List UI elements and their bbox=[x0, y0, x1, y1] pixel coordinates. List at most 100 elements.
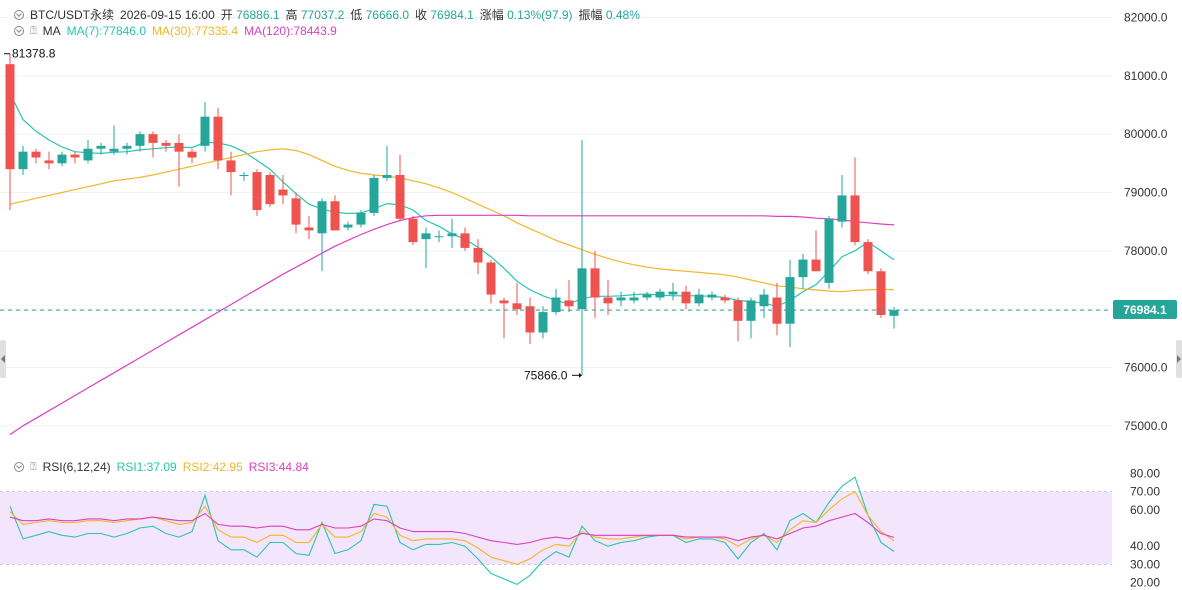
open-label: 开 bbox=[220, 8, 233, 22]
candle[interactable] bbox=[707, 291, 717, 301]
candle[interactable] bbox=[434, 230, 444, 243]
candle[interactable] bbox=[733, 297, 743, 342]
candle[interactable] bbox=[746, 297, 756, 339]
candle[interactable] bbox=[278, 175, 288, 205]
candle[interactable] bbox=[499, 297, 509, 339]
candle-body bbox=[798, 259, 808, 278]
candle[interactable] bbox=[603, 280, 613, 315]
candle-body bbox=[733, 300, 743, 321]
candle[interactable] bbox=[694, 288, 704, 307]
collapse-chevron-icon[interactable] bbox=[14, 26, 24, 36]
scroll-left-handle[interactable] bbox=[0, 340, 6, 378]
alarm-bell-icon[interactable]: ⍰ bbox=[30, 24, 37, 37]
candle[interactable] bbox=[590, 250, 600, 318]
candle-body bbox=[681, 291, 691, 304]
candle[interactable] bbox=[200, 102, 210, 152]
candle[interactable] bbox=[265, 172, 275, 208]
ma-legend: ⍰ MA MA(7):77846.0 MA(30):77335.4 MA(120… bbox=[14, 24, 337, 38]
candle-body bbox=[161, 142, 171, 146]
candle[interactable] bbox=[395, 154, 405, 222]
candle-body bbox=[603, 297, 613, 304]
candle[interactable] bbox=[187, 148, 197, 164]
candle[interactable] bbox=[330, 195, 340, 231]
candle-body bbox=[31, 151, 41, 158]
candle[interactable] bbox=[447, 218, 457, 248]
candle[interactable] bbox=[317, 198, 327, 272]
candle[interactable] bbox=[356, 210, 366, 228]
candle[interactable] bbox=[889, 306, 899, 329]
candle[interactable] bbox=[5, 53, 15, 210]
candle[interactable] bbox=[538, 306, 548, 339]
candle[interactable] bbox=[18, 145, 28, 175]
candle[interactable] bbox=[213, 107, 223, 170]
candle[interactable] bbox=[525, 297, 535, 345]
candle[interactable] bbox=[837, 175, 847, 228]
price-tick-label-1: 81000.0 bbox=[1124, 69, 1168, 83]
candle-body bbox=[694, 294, 704, 304]
candle[interactable] bbox=[70, 151, 80, 164]
candle[interactable] bbox=[473, 239, 483, 275]
candle[interactable] bbox=[382, 145, 392, 181]
candle[interactable] bbox=[577, 140, 587, 376]
candle[interactable] bbox=[811, 230, 821, 272]
candle[interactable] bbox=[421, 227, 431, 269]
candle[interactable] bbox=[798, 253, 808, 289]
ma30-value: MA(30):77335.4 bbox=[152, 24, 239, 38]
candle[interactable] bbox=[720, 294, 730, 304]
scroll-right-handle[interactable] bbox=[1176, 340, 1182, 378]
candle[interactable] bbox=[668, 282, 678, 301]
candle[interactable] bbox=[109, 125, 119, 155]
candle[interactable] bbox=[96, 142, 106, 155]
candle[interactable] bbox=[57, 151, 67, 167]
candle[interactable] bbox=[681, 285, 691, 310]
candle[interactable] bbox=[291, 192, 301, 234]
rsi-band bbox=[0, 491, 1112, 565]
candle[interactable] bbox=[863, 239, 873, 275]
candle[interactable] bbox=[408, 215, 418, 245]
collapse-chevron-icon[interactable] bbox=[14, 9, 24, 20]
candle[interactable] bbox=[655, 288, 665, 301]
last-price-tag: 76984.1 bbox=[1113, 300, 1177, 320]
candle[interactable] bbox=[252, 169, 262, 216]
candle[interactable] bbox=[551, 288, 561, 315]
change-value: 0.13%(97.9) bbox=[507, 8, 573, 22]
candle-body bbox=[551, 297, 561, 313]
candle[interactable] bbox=[148, 131, 158, 158]
candle[interactable] bbox=[629, 291, 639, 304]
candle[interactable] bbox=[44, 151, 54, 170]
alarm-bell-icon[interactable]: ⍰ bbox=[30, 460, 37, 473]
candle[interactable] bbox=[486, 259, 496, 304]
amplitude-value: 0.48% bbox=[605, 8, 640, 22]
candle[interactable] bbox=[772, 282, 782, 336]
candle[interactable] bbox=[759, 288, 769, 318]
candle-body bbox=[369, 177, 379, 213]
candle[interactable] bbox=[135, 131, 145, 152]
candle[interactable] bbox=[239, 172, 249, 181]
candle[interactable] bbox=[31, 148, 41, 164]
candle[interactable] bbox=[369, 175, 379, 216]
collapse-chevron-icon[interactable] bbox=[14, 462, 24, 472]
candle-body bbox=[525, 306, 535, 333]
candle[interactable] bbox=[512, 282, 522, 315]
candle[interactable] bbox=[616, 291, 626, 307]
candle-body bbox=[616, 297, 626, 301]
candle[interactable] bbox=[122, 142, 132, 155]
candles[interactable] bbox=[5, 53, 899, 376]
candle[interactable] bbox=[642, 291, 652, 301]
candle[interactable] bbox=[161, 140, 171, 152]
candle[interactable] bbox=[564, 280, 574, 313]
candle[interactable] bbox=[824, 215, 834, 289]
candle[interactable] bbox=[174, 134, 184, 187]
close-label: 收 bbox=[415, 8, 428, 22]
candle[interactable] bbox=[83, 140, 93, 164]
price-tick-label-2: 80000.0 bbox=[1124, 127, 1168, 141]
candle[interactable] bbox=[226, 151, 236, 196]
candle[interactable] bbox=[304, 215, 314, 240]
candle[interactable] bbox=[785, 259, 795, 348]
price-axis: 82000.081000.080000.079000.078000.077000… bbox=[1124, 11, 1168, 433]
candle-body bbox=[512, 303, 522, 310]
candle[interactable] bbox=[343, 221, 353, 231]
candle[interactable] bbox=[460, 227, 470, 251]
candle[interactable] bbox=[850, 157, 860, 246]
